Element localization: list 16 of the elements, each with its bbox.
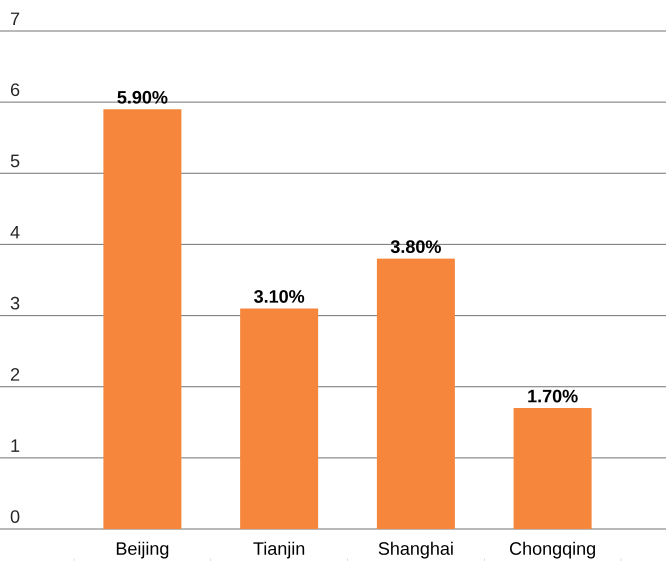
x-tick-label: Shanghai (378, 542, 453, 558)
data-label: 1.70% (528, 390, 578, 402)
x-tick-label: Tianjin (253, 542, 304, 558)
data-label: 3.80% (390, 240, 441, 254)
y-tick-label: 5 (10, 154, 20, 168)
y-tick-label: 0 (10, 510, 20, 523)
y-tick-label: 2 (10, 368, 20, 381)
y-tick-label: 1 (11, 439, 20, 452)
data-label: 5.90% (117, 90, 168, 104)
y-tick-label: 3 (10, 296, 20, 310)
data-label: 3.10% (254, 290, 304, 303)
x-tick-label: Chongqing (510, 542, 595, 558)
x-tick-label: Beijing (116, 542, 168, 558)
y-tick-label: 7 (10, 12, 20, 25)
y-tick-label: 4 (10, 226, 20, 238)
y-tick-label: 6 (10, 83, 20, 96)
